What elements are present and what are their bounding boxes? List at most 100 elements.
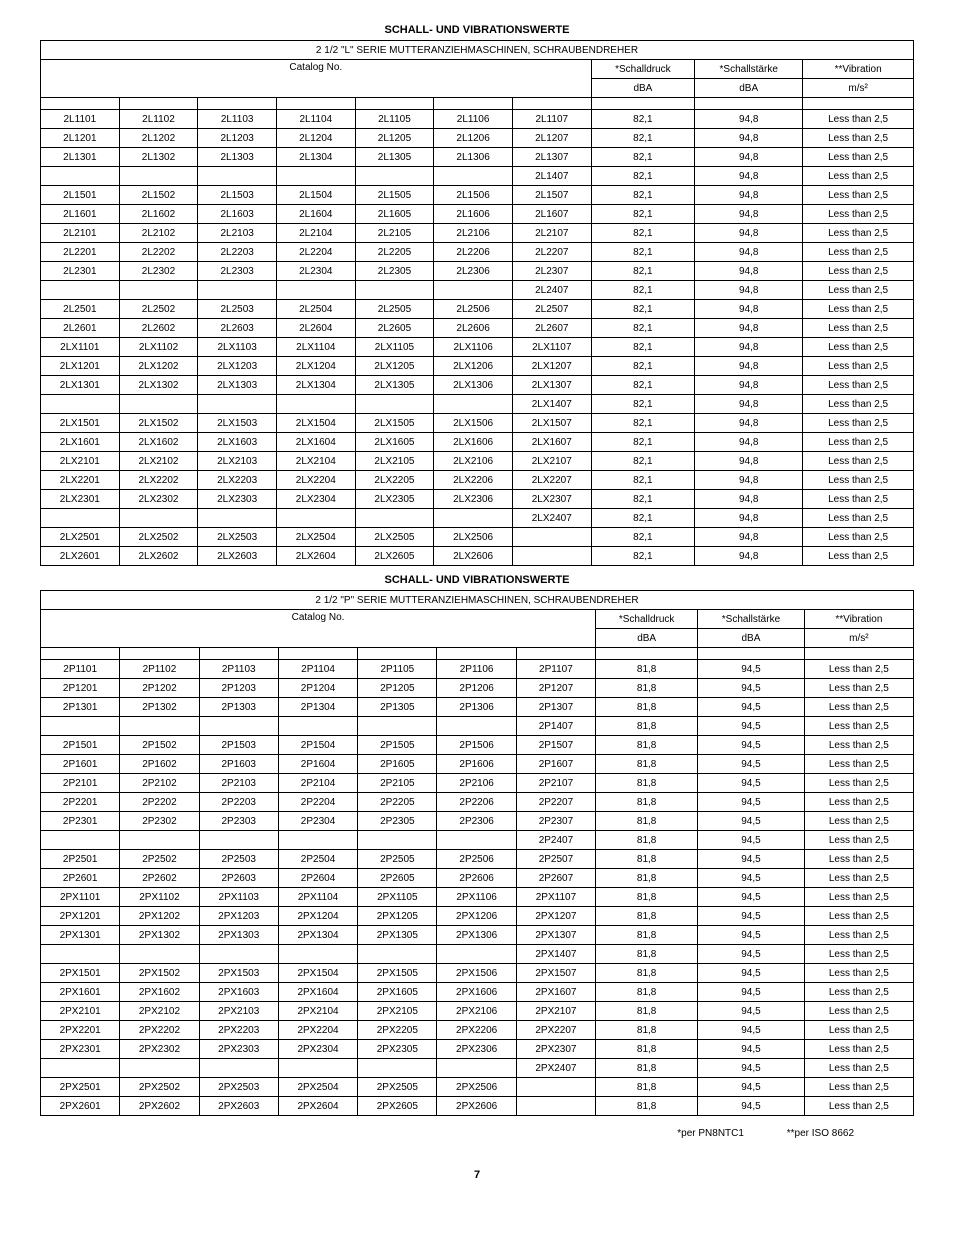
dba-cell: 82,1 xyxy=(591,224,695,243)
catalog-cell xyxy=(278,1059,357,1078)
catalog-cell: 2P1603 xyxy=(199,755,278,774)
catalog-cell: 2LX1106 xyxy=(434,338,513,357)
catalog-cell: 2P2206 xyxy=(437,793,516,812)
dba-cell: 94,5 xyxy=(698,945,805,964)
dba-cell: 94,5 xyxy=(698,926,805,945)
vibration-cell: Less than 2,5 xyxy=(803,319,914,338)
vibration-cell: Less than 2,5 xyxy=(804,793,913,812)
vibration-cell: Less than 2,5 xyxy=(804,888,913,907)
catalog-cell: 2PX2106 xyxy=(437,1002,516,1021)
catalog-cell: 2L2507 xyxy=(512,300,591,319)
catalog-cell: 2LX1506 xyxy=(434,414,513,433)
dba-cell: 82,1 xyxy=(591,547,695,566)
catalog-cell: 2LX2301 xyxy=(41,490,120,509)
catalog-cell: 2PX1307 xyxy=(516,926,595,945)
table-row: 2L25012L25022L25032L25042L25052L25062L25… xyxy=(41,300,914,319)
dba-cell: 82,1 xyxy=(591,262,695,281)
catalog-cell: 2LX1302 xyxy=(119,376,198,395)
catalog-cell: 2P2501 xyxy=(41,850,120,869)
catalog-cell xyxy=(434,167,513,186)
table-row: 2P15012P15022P15032P15042P15052P15062P15… xyxy=(41,736,914,755)
dba-cell: 94,8 xyxy=(695,224,803,243)
catalog-cell: 2P1501 xyxy=(41,736,120,755)
catalog-cell: 2LX1605 xyxy=(355,433,434,452)
catalog-cell: 2LX2304 xyxy=(276,490,355,509)
catalog-cell: 2P1503 xyxy=(199,736,278,755)
table-row: 2PX12012PX12022PX12032PX12042PX12052PX12… xyxy=(41,907,914,926)
table-row: 2LX140782,194,8Less than 2,5 xyxy=(41,395,914,414)
catalog-header: Catalog No. xyxy=(41,60,592,98)
table-row: 2LX13012LX13022LX13032LX13042LX13052LX13… xyxy=(41,376,914,395)
dba-cell: 81,8 xyxy=(596,1059,698,1078)
dba-cell: 94,5 xyxy=(698,774,805,793)
schalldruck-header: *Schalldruck xyxy=(596,610,698,629)
table-row: 2P13012P13022P13032P13042P13052P13062P13… xyxy=(41,698,914,717)
table-row: 2PX23012PX23022PX23032PX23042PX23052PX23… xyxy=(41,1040,914,1059)
catalog-cell: 2LX1505 xyxy=(355,414,434,433)
dba-cell: 82,1 xyxy=(591,319,695,338)
schallstarke-header: *Schallstärke xyxy=(698,610,805,629)
catalog-cell: 2L2504 xyxy=(276,300,355,319)
catalog-cell: 2LX2501 xyxy=(41,528,120,547)
vibration-cell: Less than 2,5 xyxy=(804,869,913,888)
catalog-cell: 2PX2501 xyxy=(41,1078,120,1097)
dba-cell: 94,5 xyxy=(698,793,805,812)
catalog-cell: 2PX2606 xyxy=(437,1097,516,1116)
catalog-cell: 2L1407 xyxy=(512,167,591,186)
catalog-cell: 2L1507 xyxy=(512,186,591,205)
vibration-cell: Less than 2,5 xyxy=(804,1040,913,1059)
vibration-cell: Less than 2,5 xyxy=(804,717,913,736)
catalog-cell: 2P1303 xyxy=(199,698,278,717)
catalog-cell: 2LX1305 xyxy=(355,376,434,395)
catalog-cell: 2P1602 xyxy=(120,755,199,774)
table-row: 2PX240781,894,5Less than 2,5 xyxy=(41,1059,914,1078)
catalog-cell xyxy=(434,281,513,300)
catalog-cell: 2P1601 xyxy=(41,755,120,774)
dba-cell: 82,1 xyxy=(591,433,695,452)
table-row: 2P26012P26022P26032P26042P26052P26062P26… xyxy=(41,869,914,888)
table-row: 2PX140781,894,5Less than 2,5 xyxy=(41,945,914,964)
catalog-cell: 2P1306 xyxy=(437,698,516,717)
catalog-cell: 2P2205 xyxy=(358,793,437,812)
dba-cell: 94,5 xyxy=(698,812,805,831)
catalog-cell: 2L1305 xyxy=(355,148,434,167)
catalog-cell: 2PX2207 xyxy=(516,1021,595,1040)
dba-cell: 94,8 xyxy=(695,186,803,205)
dba-cell: 82,1 xyxy=(591,129,695,148)
catalog-cell: 2PX2601 xyxy=(41,1097,120,1116)
catalog-cell: 2P2302 xyxy=(120,812,199,831)
catalog-cell: 2PX2203 xyxy=(199,1021,278,1040)
dba-header: dBA xyxy=(591,79,695,98)
dba-cell: 94,5 xyxy=(698,736,805,755)
catalog-cell: 2PX2505 xyxy=(358,1078,437,1097)
dba-cell: 82,1 xyxy=(591,452,695,471)
catalog-cell: 2L2501 xyxy=(41,300,120,319)
catalog-cell: 2PX1202 xyxy=(120,907,199,926)
table-row: 2LX26012LX26022LX26032LX26042LX26052LX26… xyxy=(41,547,914,566)
catalog-cell: 2LX1306 xyxy=(434,376,513,395)
catalog-cell: 2LX2305 xyxy=(355,490,434,509)
catalog-cell: 2LX1602 xyxy=(119,433,198,452)
catalog-cell: 2P2201 xyxy=(41,793,120,812)
table-row: 2PX16012PX16022PX16032PX16042PX16052PX16… xyxy=(41,983,914,1002)
vibration-cell: Less than 2,5 xyxy=(803,205,914,224)
vibration-cell: Less than 2,5 xyxy=(803,452,914,471)
catalog-cell xyxy=(355,395,434,414)
catalog-cell: 2PX1205 xyxy=(358,907,437,926)
catalog-cell xyxy=(120,717,199,736)
table-row: 2PX15012PX15022PX15032PX15042PX15052PX15… xyxy=(41,964,914,983)
catalog-cell: 2P2101 xyxy=(41,774,120,793)
catalog-cell: 2L1102 xyxy=(119,110,198,129)
dba-cell: 94,8 xyxy=(695,129,803,148)
catalog-cell: 2P1604 xyxy=(278,755,357,774)
catalog-cell: 2P2103 xyxy=(199,774,278,793)
footnote-2: **per ISO 8662 xyxy=(787,1128,854,1139)
catalog-cell: 2P2105 xyxy=(358,774,437,793)
catalog-cell: 2L2605 xyxy=(355,319,434,338)
catalog-cell xyxy=(119,281,198,300)
dba-cell: 94,8 xyxy=(695,262,803,281)
dba-cell: 81,8 xyxy=(596,793,698,812)
catalog-cell xyxy=(278,945,357,964)
catalog-cell: 2P2303 xyxy=(199,812,278,831)
dba-cell: 94,8 xyxy=(695,110,803,129)
